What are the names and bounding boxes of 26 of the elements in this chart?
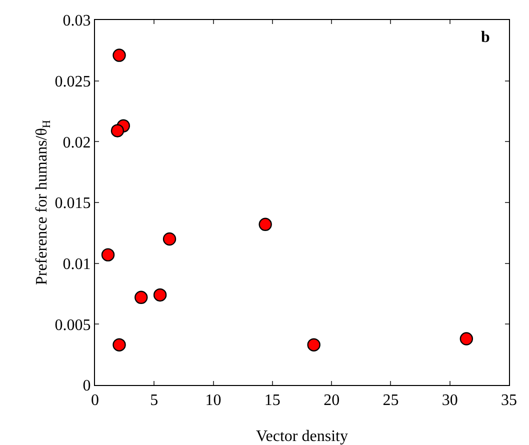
x-tick-label: 5 (150, 392, 158, 410)
y-tick-label: 0 (82, 378, 91, 395)
point (110, 124, 124, 138)
y-tick-label: 0.005 (54, 316, 91, 334)
point (258, 218, 272, 231)
point (112, 48, 126, 62)
point (112, 338, 126, 352)
x-tick-label: 20 (324, 392, 340, 410)
point (153, 288, 167, 302)
point (307, 338, 320, 352)
y-tick-label: 0.015 (54, 195, 91, 212)
y-tick-label: 0.025 (54, 73, 91, 90)
x-tick-label: 15 (264, 392, 280, 410)
x-tick-label: 10 (205, 392, 222, 410)
y-tick-label: 0.01 (62, 256, 91, 273)
x-axis-title: Vector density (256, 428, 348, 445)
annotation: b (481, 29, 490, 46)
x-tick-label: 25 (382, 392, 399, 410)
x-tick-label: 30 (442, 392, 458, 410)
x-tick-label: 35 (501, 392, 517, 410)
point (460, 332, 474, 346)
y-tick-label: 0.03 (62, 12, 91, 30)
point (134, 290, 148, 304)
point (162, 232, 176, 246)
y-tick-label: 0.02 (62, 134, 91, 152)
point (101, 248, 115, 262)
